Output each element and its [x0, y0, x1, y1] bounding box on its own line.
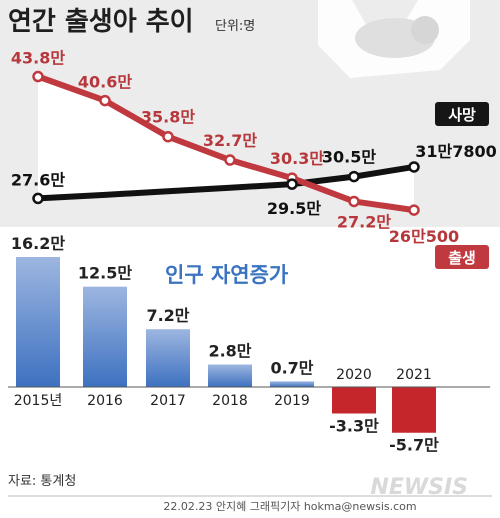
bar [332, 387, 376, 414]
bar-category-label: 2016 [87, 393, 123, 409]
births-point [408, 204, 420, 216]
births-value-label: 30.3만 [270, 149, 324, 168]
births-point [348, 195, 360, 208]
unit-label: 단위:명 [215, 19, 255, 34]
bar [208, 364, 252, 387]
births-legend-label: 출생 [448, 249, 476, 267]
bar-value-label: 0.7만 [270, 358, 313, 377]
deaths-point [286, 178, 298, 190]
credit-label: 22.02.23 안지혜 그래픽기자 hokma@newsis.com [163, 500, 416, 513]
births-point [224, 154, 236, 166]
bar-value-label: -5.7만 [389, 436, 439, 455]
bar-value-label: 2.8만 [208, 342, 251, 361]
bar [270, 381, 314, 387]
bar [83, 286, 127, 387]
births-value-label: 40.6만 [78, 73, 132, 92]
bar-category-label: 2019 [274, 393, 310, 409]
births-value-label: 26만500 [389, 227, 459, 246]
deaths-value-label: 29.5만 [267, 199, 321, 218]
births-value-label: 27.2만 [337, 212, 391, 231]
births-point [162, 130, 174, 143]
bar-category-label: 2015년 [14, 393, 63, 409]
births-legend-box [435, 245, 489, 269]
bar-value-label: -3.3만 [329, 416, 379, 435]
deaths-point [348, 170, 360, 183]
bar [16, 257, 60, 387]
source-label: 자료: 통계청 [8, 474, 76, 489]
births-value-label: 35.8만 [141, 108, 195, 127]
deaths-value-label: 31만7800 [415, 142, 497, 161]
births-deaths-gap-area [38, 76, 414, 211]
deaths-point [32, 192, 44, 205]
deaths-legend-box [435, 102, 489, 126]
bar-chart-title: 인구 자연증가 [165, 263, 289, 287]
deaths-legend-label: 사망 [448, 106, 476, 124]
bar-category-label: 2020 [336, 367, 372, 383]
chart-title: 연간 출생아 추이 [8, 7, 194, 37]
newsis-logo: NEWSIS [370, 475, 468, 500]
births-point [32, 70, 44, 83]
bar-value-label: 16.2만 [11, 234, 65, 253]
bar-category-label: 2021 [396, 367, 432, 383]
births-point [99, 94, 111, 107]
bar [146, 329, 190, 387]
deaths-value-label: 30.5만 [322, 148, 376, 167]
bar-value-label: 12.5만 [78, 264, 132, 283]
deaths-value-label: 27.6만 [11, 170, 65, 189]
births-value-label: 32.7만 [203, 131, 257, 150]
births-value-label: 43.8만 [11, 49, 65, 68]
bar-category-label: 2017 [150, 393, 186, 409]
bar [392, 387, 436, 433]
bar-category-label: 2018 [212, 393, 248, 409]
deaths-point [408, 161, 420, 173]
baby-illustration [318, 0, 470, 78]
bar-value-label: 7.2만 [146, 306, 189, 325]
